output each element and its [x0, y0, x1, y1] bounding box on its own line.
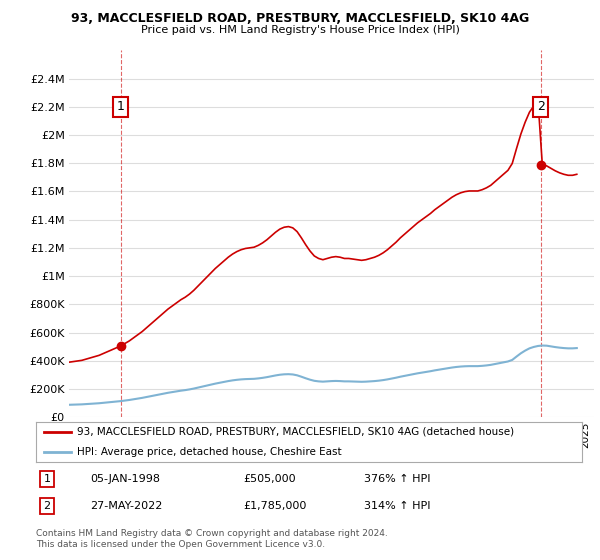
- Text: Contains HM Land Registry data © Crown copyright and database right 2024.
This d: Contains HM Land Registry data © Crown c…: [36, 529, 388, 549]
- Text: £1,785,000: £1,785,000: [244, 501, 307, 511]
- Text: HPI: Average price, detached house, Cheshire East: HPI: Average price, detached house, Ches…: [77, 447, 341, 457]
- Text: 1: 1: [43, 474, 50, 484]
- Text: 93, MACCLESFIELD ROAD, PRESTBURY, MACCLESFIELD, SK10 4AG: 93, MACCLESFIELD ROAD, PRESTBURY, MACCLE…: [71, 12, 529, 25]
- Text: 27-MAY-2022: 27-MAY-2022: [91, 501, 163, 511]
- Text: 314% ↑ HPI: 314% ↑ HPI: [364, 501, 430, 511]
- Text: 05-JAN-1998: 05-JAN-1998: [91, 474, 161, 484]
- Text: 2: 2: [537, 100, 545, 113]
- Text: Price paid vs. HM Land Registry's House Price Index (HPI): Price paid vs. HM Land Registry's House …: [140, 25, 460, 35]
- Text: 93, MACCLESFIELD ROAD, PRESTBURY, MACCLESFIELD, SK10 4AG (detached house): 93, MACCLESFIELD ROAD, PRESTBURY, MACCLE…: [77, 427, 514, 437]
- Text: £505,000: £505,000: [244, 474, 296, 484]
- Text: 1: 1: [117, 100, 125, 113]
- Text: 2: 2: [43, 501, 50, 511]
- Text: 376% ↑ HPI: 376% ↑ HPI: [364, 474, 430, 484]
